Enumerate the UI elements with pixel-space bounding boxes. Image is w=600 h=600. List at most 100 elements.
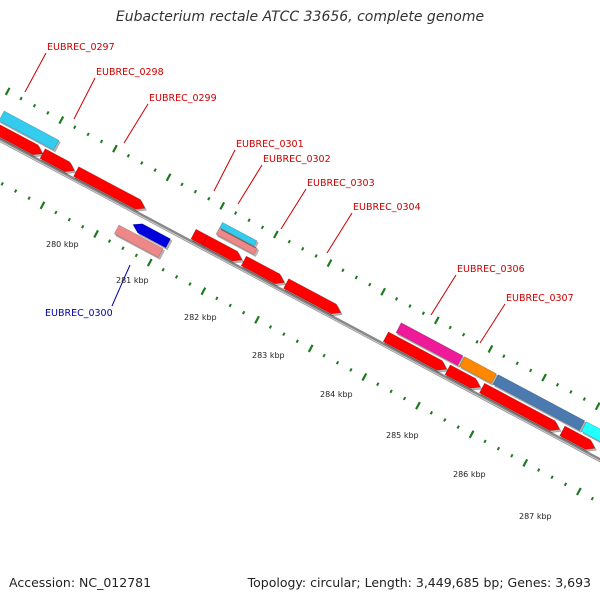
scale-label: 280 kbp bbox=[46, 240, 79, 249]
scale-label: 281 kbp bbox=[116, 276, 149, 285]
inner-tick bbox=[322, 353, 326, 358]
outer-tick bbox=[502, 354, 506, 359]
cds-block bbox=[559, 425, 596, 450]
outer-tick bbox=[260, 225, 265, 230]
outer-tick bbox=[555, 382, 560, 387]
cds-block bbox=[444, 364, 481, 389]
outer-tick bbox=[368, 282, 372, 287]
outer-tick bbox=[287, 239, 291, 244]
genome-backbone bbox=[0, 137, 600, 463]
inner-tick bbox=[27, 196, 31, 201]
inner-tick bbox=[402, 396, 407, 401]
inner-tick bbox=[522, 458, 529, 467]
outer-tick bbox=[86, 132, 90, 137]
inner-tick bbox=[174, 274, 179, 279]
outer-tick bbox=[4, 87, 11, 96]
scale-label: 285 kbp bbox=[386, 431, 419, 440]
feature-label: EUBREC_0299 bbox=[149, 93, 217, 104]
outer-tick bbox=[461, 332, 466, 337]
inner-tick bbox=[456, 425, 460, 430]
outer-tick bbox=[180, 182, 184, 187]
feature-cyan-block bbox=[580, 421, 600, 442]
inner-tick bbox=[429, 410, 434, 415]
outer-tick bbox=[301, 246, 305, 251]
inner-tick bbox=[496, 446, 501, 451]
outer-tick bbox=[515, 361, 519, 366]
accession-text: Accession: NC_012781 bbox=[9, 575, 152, 590]
map-title: Eubacterium rectale ATCC 33656, complete… bbox=[115, 9, 485, 25]
inner-tick bbox=[537, 468, 541, 472]
feature-EUBREC_0307 bbox=[492, 374, 586, 431]
inner-tick bbox=[415, 401, 421, 410]
inner-tick bbox=[563, 482, 568, 487]
feature-EUBREC_0306 bbox=[395, 322, 464, 366]
inner-tick bbox=[335, 360, 340, 365]
inner-tick bbox=[228, 303, 232, 308]
outer-tick bbox=[233, 211, 238, 215]
outer-tick bbox=[112, 144, 118, 153]
scale-label: 287 kbp bbox=[519, 512, 552, 521]
outer-tick bbox=[326, 259, 333, 268]
inner-tick bbox=[200, 287, 207, 296]
inner-tick bbox=[93, 229, 99, 238]
inner-tick bbox=[307, 344, 314, 353]
inner-tick bbox=[215, 296, 219, 301]
feature-label: EUBREC_0304 bbox=[353, 202, 421, 213]
outer-tick bbox=[529, 368, 533, 373]
inner-tick bbox=[0, 181, 4, 186]
inner-tick bbox=[14, 189, 18, 193]
feature-label: EUBREC_0303 bbox=[307, 178, 375, 189]
label-leader-line bbox=[237, 164, 263, 205]
outer-tick bbox=[341, 268, 345, 273]
cds-block bbox=[39, 148, 75, 173]
outer-tick bbox=[380, 287, 387, 296]
outer-tick bbox=[354, 275, 358, 280]
scale-labels: 280 kbp 281 kbp 282 kbp 283 kbp 284 kbp 285 k… bbox=[46, 240, 552, 521]
outer-tick bbox=[193, 189, 198, 194]
feature-label: EUBREC_0301 bbox=[236, 139, 304, 150]
outer-tick bbox=[73, 125, 77, 130]
inner-tick bbox=[241, 310, 246, 315]
cds-block bbox=[201, 234, 243, 262]
inner-tick bbox=[81, 224, 85, 229]
feature-label: EUBREC_0297 bbox=[47, 42, 115, 53]
outer-tick bbox=[273, 230, 279, 239]
feature-tracks bbox=[0, 110, 600, 452]
outer-tick bbox=[219, 201, 226, 210]
outer-tick bbox=[541, 373, 547, 382]
inner-tick bbox=[188, 282, 192, 286]
label-leader-line bbox=[111, 264, 131, 307]
inner-tick bbox=[67, 217, 71, 222]
outer-tick bbox=[421, 311, 426, 316]
inner-tick bbox=[54, 210, 58, 215]
outer-tick bbox=[32, 103, 37, 108]
outer-tick bbox=[46, 110, 50, 115]
inner-tick bbox=[146, 258, 153, 267]
outer-tick bbox=[582, 397, 586, 401]
outer-tick bbox=[247, 218, 251, 223]
outer-tick bbox=[58, 115, 65, 125]
inner-tick bbox=[468, 430, 475, 439]
scale-label: 283 kbp bbox=[252, 351, 285, 360]
cds-block bbox=[478, 382, 561, 431]
outer-tick bbox=[569, 390, 573, 394]
inner-tick bbox=[550, 475, 554, 480]
inner-tick bbox=[376, 382, 380, 387]
outer-tick bbox=[475, 339, 479, 344]
feature-EUBREC_0307-part bbox=[459, 356, 497, 384]
cds-block bbox=[0, 124, 44, 156]
inner-tick bbox=[295, 339, 299, 344]
outer-tick bbox=[19, 96, 23, 101]
inner-tick bbox=[361, 372, 368, 382]
outer-tick bbox=[140, 161, 144, 165]
outer-tick bbox=[594, 402, 600, 411]
inner-tick bbox=[510, 453, 514, 458]
tick-rings bbox=[0, 87, 600, 501]
outer-tick bbox=[165, 173, 172, 182]
feature-EUBREC_0301 bbox=[215, 227, 258, 255]
outer-tick bbox=[433, 316, 440, 325]
inner-tick bbox=[254, 315, 260, 324]
inner-tick bbox=[161, 267, 165, 272]
feature-EUBREC_0302 bbox=[219, 221, 258, 247]
